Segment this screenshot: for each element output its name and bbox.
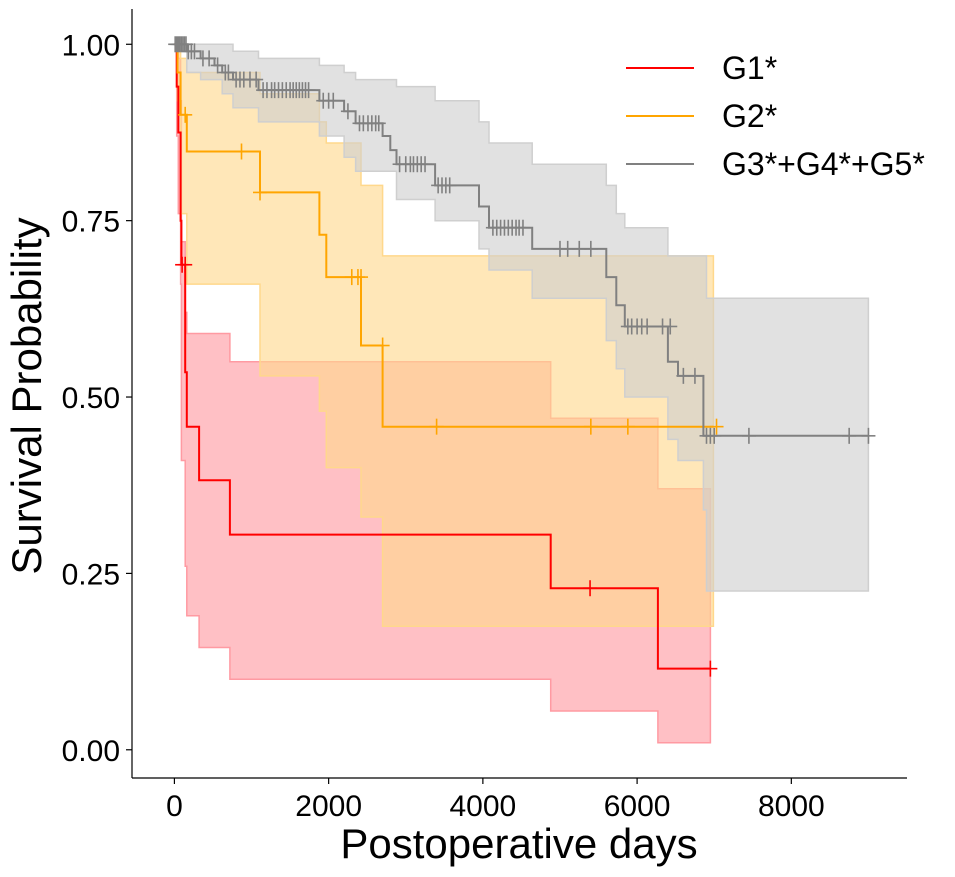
legend: G1* G2* G3*+G4*+G5* [626,50,925,182]
series-2-survival-line [174,43,714,428]
y-axis-label: Survival Probability [3,217,50,574]
y-tick-label: 1.00 [62,29,120,62]
legend-label-2: G2* [722,98,777,134]
x-tick-label: 6000 [604,790,671,823]
x-tick-label: 4000 [449,790,516,823]
x-tick-label: 0 [166,790,183,823]
y-tick-label: 0.00 [62,735,120,768]
x-tick-label: 8000 [758,790,825,823]
y-tick-label: 0.75 [62,206,120,239]
series-1-survival-line [174,43,711,670]
series-3-confidence-band [174,43,870,592]
survival-curves [174,43,869,670]
confidence-bands [174,43,870,744]
x-tick-label: 2000 [295,790,362,823]
series-3-survival-line [174,43,869,437]
y-tick-label: 0.25 [62,558,120,591]
y-tick-label: 0.50 [62,382,120,415]
x-axis-label: Postoperative days [340,820,697,867]
tick-labels: 0 2000 4000 6000 8000 0.00 0.25 0.50 0.75 1.00 [62,29,825,823]
axes [131,9,907,779]
censor-markers [168,36,876,677]
legend-label-1: G1* [722,50,777,86]
legend-label-3: G3*+G4*+G5* [722,146,925,182]
